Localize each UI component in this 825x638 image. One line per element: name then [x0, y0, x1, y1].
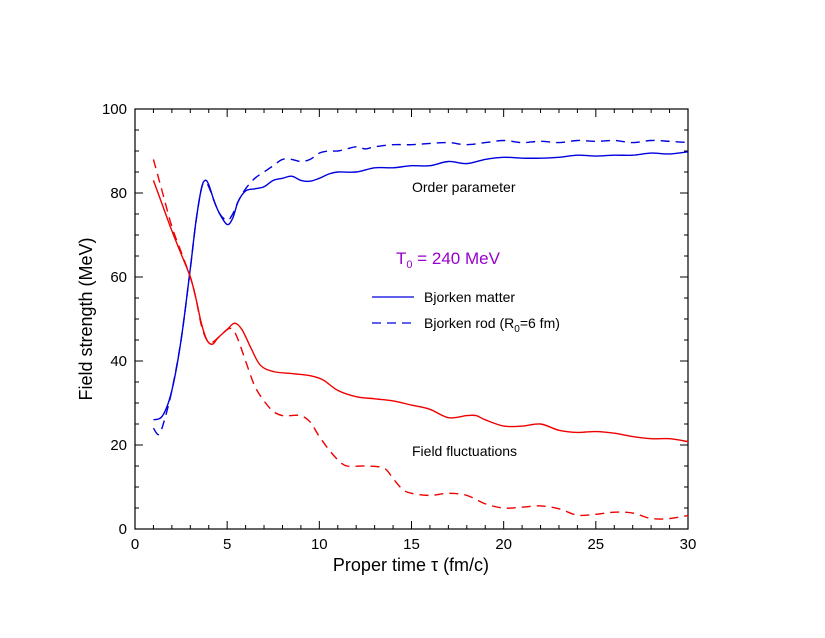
temperature-value: = 240 MeV	[413, 249, 501, 268]
legend-rod-text: Bjorken rod (R	[424, 315, 514, 331]
y-tick-label: 40	[110, 353, 127, 370]
x-axis-title: Proper time τ (fm/c)	[333, 555, 489, 575]
x-tick-label: 0	[131, 536, 139, 553]
x-tick-labels: 0 5 10 15 20 25 30	[131, 536, 697, 553]
order-parameter-matter-line	[153, 151, 689, 421]
x-tick-label: 25	[587, 536, 604, 553]
legend-label-matter: Bjorken matter	[424, 289, 515, 305]
field-fluctuations-rod-line	[152, 159, 689, 520]
y-axis-title: Field strength (MeV)	[76, 237, 96, 400]
legend-rod-rest: =6 fm)	[520, 315, 560, 331]
plot-frame	[134, 108, 689, 530]
field-fluctuations-label: Field fluctuations	[412, 443, 517, 459]
series-layer	[152, 139, 689, 520]
order-parameter-label: Order parameter	[412, 179, 516, 195]
x-tick-label: 30	[680, 536, 697, 553]
legend-rod-subscript: 0	[514, 324, 520, 335]
y-tick-label: 20	[110, 437, 127, 454]
x-tick-label: 20	[495, 536, 512, 553]
x-tick-label: 5	[223, 536, 231, 553]
y-tick-label: 0	[119, 521, 127, 538]
legend: Bjorken matter Bjorken rod (R0=6 fm)	[372, 289, 560, 335]
legend-label-rod: Bjorken rod (R0=6 fm)	[424, 315, 560, 335]
temperature-label: T0 = 240 MeV	[396, 249, 501, 271]
temperature-symbol: T	[396, 249, 406, 268]
temperature-subscript: 0	[406, 259, 412, 271]
x-tick-label: 10	[311, 536, 328, 553]
y-tick-labels: 0 20 40 60 80 100	[102, 101, 127, 538]
y-tick-label: 100	[102, 101, 127, 118]
field-fluctuations-matter-line	[152, 180, 689, 443]
axis-ticks	[134, 108, 689, 530]
y-tick-label: 80	[110, 185, 127, 202]
x-tick-label: 15	[403, 536, 420, 553]
order-parameter-rod-line	[152, 139, 689, 436]
y-tick-label: 60	[110, 269, 127, 286]
